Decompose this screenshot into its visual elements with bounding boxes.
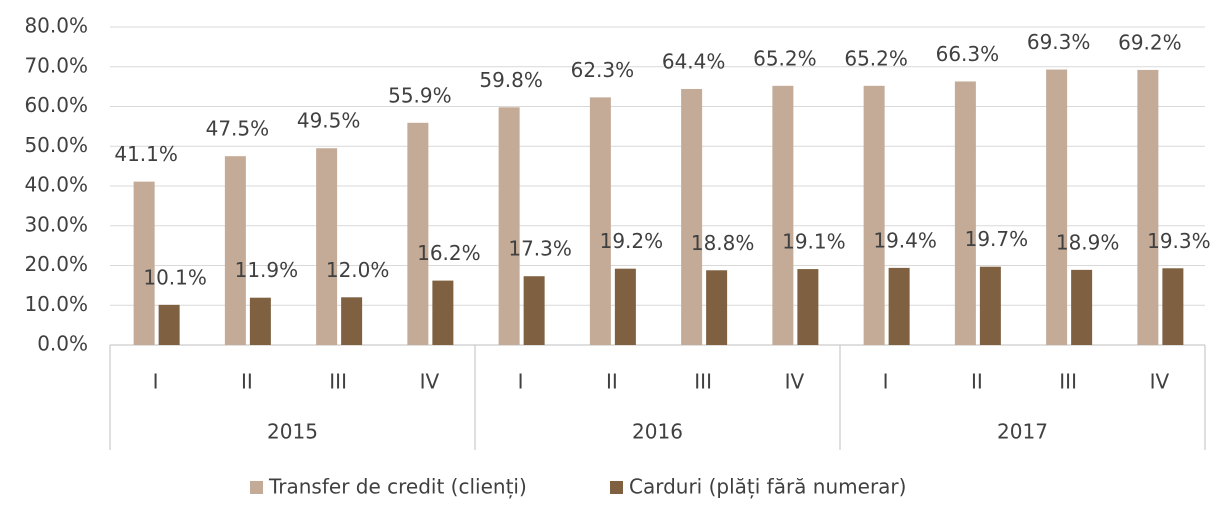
x-tick-label: III (1059, 370, 1077, 394)
data-label: 64.4% (662, 50, 726, 74)
data-label: 69.3% (1027, 30, 1091, 54)
bar (1162, 268, 1184, 345)
bar (523, 276, 545, 345)
x-tick-label: II (971, 370, 983, 394)
data-label: 18.9% (1056, 230, 1120, 254)
data-label: 65.2% (753, 46, 817, 70)
data-label: 47.5% (206, 117, 270, 141)
data-label: 19.1% (782, 230, 846, 254)
y-tick-label: 20.0% (24, 252, 88, 276)
y-tick-label: 70.0% (24, 53, 88, 77)
bar (954, 81, 976, 346)
data-label: 62.3% (571, 58, 635, 82)
y-tick-label: 50.0% (24, 133, 88, 157)
bar (888, 267, 910, 345)
bar (407, 122, 429, 345)
data-label: 10.1% (143, 265, 207, 289)
data-label: 19.4% (873, 228, 937, 252)
bar (158, 304, 180, 345)
bar (1046, 69, 1068, 345)
bar (341, 297, 363, 345)
data-label: 11.9% (235, 258, 299, 282)
legend-label: Carduri (plăți fără numerar) (629, 475, 906, 499)
data-label: 19.2% (600, 229, 664, 253)
bar (316, 148, 338, 345)
data-label: 18.8% (691, 231, 755, 255)
data-label: 12.0% (326, 258, 390, 282)
x-tick-label: IV (1150, 370, 1170, 394)
bar (1137, 69, 1159, 346)
data-label: 17.3% (508, 237, 572, 261)
bar (706, 270, 728, 345)
data-label: 49.5% (297, 109, 361, 133)
bar (681, 89, 703, 345)
x-tick-label: II (606, 370, 618, 394)
y-tick-label: 80.0% (24, 14, 88, 38)
y-tick-label: 10.0% (24, 292, 88, 316)
bar (979, 266, 1001, 345)
x-tick-label: III (329, 370, 347, 394)
bar (249, 297, 271, 345)
x-tick-label: II (241, 370, 253, 394)
bar (614, 268, 636, 345)
bar (797, 269, 819, 345)
data-label: 19.3% (1147, 229, 1211, 253)
data-label: 19.7% (965, 227, 1029, 251)
x-tick-label: I (883, 370, 889, 394)
bar (224, 156, 246, 345)
data-label: 65.2% (844, 46, 908, 70)
x-tick-label: I (518, 370, 524, 394)
legend-swatch (610, 481, 623, 494)
data-label: 66.3% (936, 42, 1000, 66)
x-tick-label: I (153, 370, 159, 394)
y-tick-label: 40.0% (24, 173, 88, 197)
x-group-label: 2017 (997, 420, 1048, 444)
bar (432, 280, 454, 345)
x-group-label: 2016 (632, 420, 683, 444)
data-label: 69.2% (1118, 30, 1182, 54)
data-label: 41.1% (114, 142, 178, 166)
x-tick-label: III (694, 370, 712, 394)
x-group-label: 2015 (267, 420, 318, 444)
y-tick-label: 60.0% (24, 93, 88, 117)
bar (589, 97, 611, 345)
y-tick-label: 30.0% (24, 212, 88, 236)
x-tick-label: IV (420, 370, 440, 394)
bar (498, 107, 520, 345)
legend-swatch (250, 481, 263, 494)
data-label: 16.2% (417, 241, 481, 265)
bar (1071, 269, 1093, 345)
data-label: 55.9% (388, 83, 452, 107)
bar (863, 85, 885, 345)
bar (133, 181, 155, 345)
bar (772, 85, 794, 345)
legend-label: Transfer de credit (clienți) (268, 475, 527, 499)
data-label: 59.8% (479, 68, 543, 92)
x-tick-label: IV (785, 370, 805, 394)
y-tick-label: 0.0% (37, 332, 88, 356)
